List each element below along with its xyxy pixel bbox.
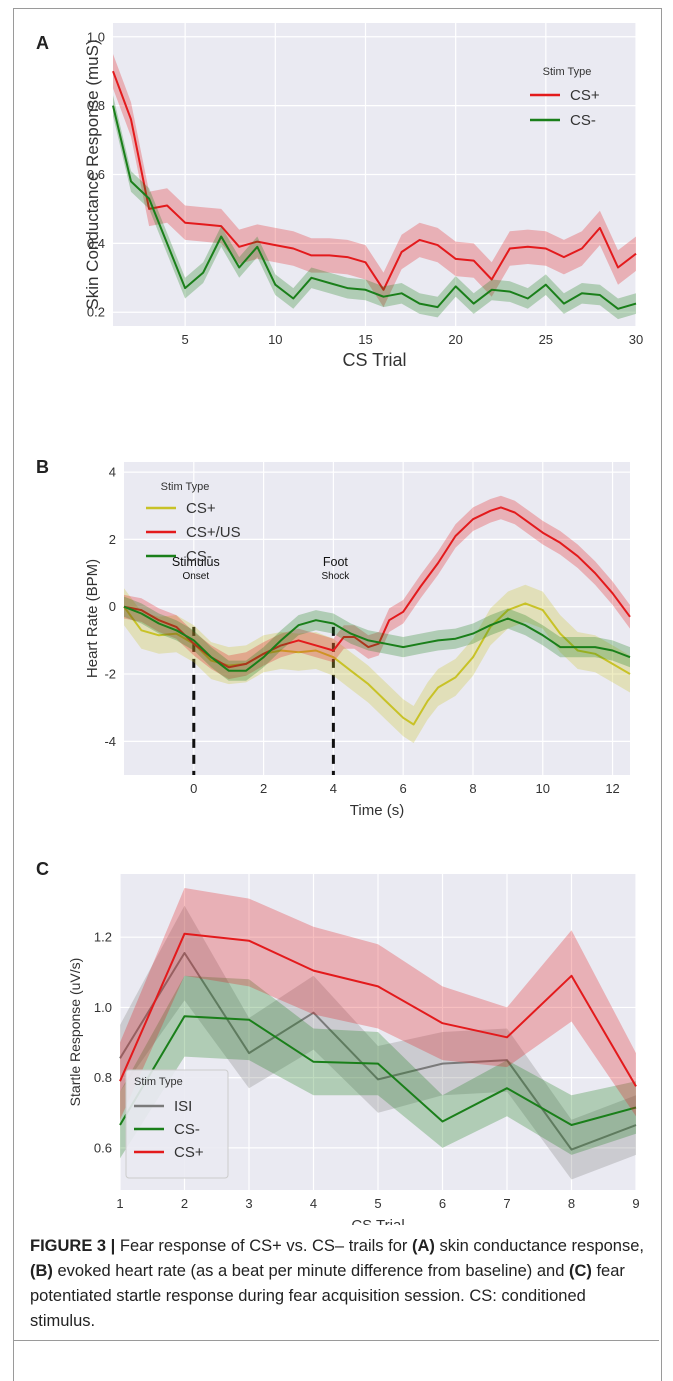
legend-label-csplus: CS+ bbox=[186, 500, 216, 517]
y-tick-label: 0.8 bbox=[87, 98, 105, 113]
series-line-csplus bbox=[119, 932, 637, 1087]
x-tick-label: 25 bbox=[539, 332, 553, 347]
figure-frame bbox=[13, 8, 662, 1381]
series-line-csminus bbox=[119, 1015, 637, 1126]
caption-text-1: Fear response of CS+ vs. CS– trails for bbox=[115, 1237, 412, 1255]
ci-band-csplus bbox=[113, 54, 636, 308]
y-axis-label: Skin Conductance Response (muS) bbox=[83, 39, 102, 309]
x-tick-label: 30 bbox=[629, 332, 643, 347]
caption-text-4: fear potentiated startle response during… bbox=[30, 1262, 625, 1330]
y-tick-label: -4 bbox=[104, 734, 116, 749]
caption-text-2: skin conductance response, bbox=[434, 1237, 644, 1255]
event-label: Stimulus bbox=[172, 555, 220, 569]
y-tick-label: 0.6 bbox=[87, 167, 105, 182]
y-tick-label: 1.0 bbox=[87, 29, 105, 44]
plot-background bbox=[124, 462, 630, 775]
chart-c: 1 2 3 4 5 6 7 8 9 0.6 0.8 1.0 1.2 CS Trial Startle Res… bbox=[67, 874, 640, 1225]
series-line-isi bbox=[119, 952, 637, 1151]
y-axis-label: Startle Response (uV/s) bbox=[67, 958, 83, 1107]
x-tick-label: 5 bbox=[374, 1196, 381, 1211]
y-tick-label: 1.0 bbox=[94, 1000, 112, 1015]
x-tick-label: 3 bbox=[245, 1196, 252, 1211]
y-tick-label: 0.6 bbox=[94, 1140, 112, 1155]
x-tick-label: 6 bbox=[439, 1196, 446, 1211]
x-tick-label: 8 bbox=[469, 781, 476, 796]
ci-band-csplus bbox=[120, 888, 636, 1120]
x-tick-label: 5 bbox=[182, 332, 189, 347]
legend-label-csminus: CS- bbox=[186, 548, 212, 565]
panel-c-letter: C bbox=[36, 859, 49, 879]
panel-a-letter: A bbox=[36, 33, 49, 53]
event-label: Shock bbox=[321, 571, 350, 582]
x-tick-label: 2 bbox=[181, 1196, 188, 1211]
x-tick-label: 9 bbox=[632, 1196, 639, 1211]
y-tick-label: 0 bbox=[109, 599, 116, 614]
legend-label-csplus-us: CS+/US bbox=[186, 524, 241, 541]
x-tick-label: 10 bbox=[268, 332, 282, 347]
chart-a: 5 10 15 20 25 30 0.2 0.4 0.6 0.8 1.0 CS Trial Skin C… bbox=[83, 23, 643, 370]
legend-label-isi: ISI bbox=[174, 1098, 192, 1115]
x-axis-label: CS Trial bbox=[342, 350, 406, 370]
x-axis-label: CS Trial bbox=[351, 1217, 404, 1225]
legend-title: Stim Type bbox=[134, 1076, 183, 1088]
ci-band-csminus bbox=[124, 596, 630, 681]
x-tick-label: 15 bbox=[358, 332, 372, 347]
figure-bottom-rule bbox=[14, 1340, 659, 1341]
legend-label-csplus: CS+ bbox=[570, 87, 600, 104]
y-tick-label: 0.8 bbox=[94, 1070, 112, 1085]
x-tick-label: 6 bbox=[400, 781, 407, 796]
x-tick-label: 7 bbox=[503, 1196, 510, 1211]
event-label: Foot bbox=[323, 555, 349, 569]
y-tick-label: 0.4 bbox=[87, 236, 105, 251]
x-axis-label: Time (s) bbox=[350, 802, 404, 819]
x-tick-label: 2 bbox=[260, 781, 267, 796]
ci-band-isi bbox=[120, 905, 636, 1180]
y-tick-label: -2 bbox=[104, 667, 116, 682]
figure-caption: FIGURE 3 | Fear response of CS+ vs. CS– … bbox=[30, 1234, 645, 1334]
y-tick-label: 0.2 bbox=[87, 305, 105, 320]
ci-band-csminus bbox=[120, 975, 636, 1159]
x-tick-label: 10 bbox=[536, 781, 550, 796]
caption-label: FIGURE 3 | bbox=[30, 1237, 116, 1255]
legend-title: Stim Type bbox=[543, 66, 592, 78]
caption-text-3: evoked heart rate (as a beat per minute … bbox=[52, 1262, 569, 1280]
y-tick-label: 2 bbox=[109, 532, 116, 547]
x-tick-label: 12 bbox=[605, 781, 619, 796]
legend-label-csminus: CS- bbox=[174, 1121, 200, 1138]
legend-title: Stim Type bbox=[161, 481, 210, 493]
y-tick-label: 4 bbox=[109, 465, 116, 480]
legend-label-csplus: CS+ bbox=[174, 1144, 204, 1161]
event-label: Onset bbox=[182, 571, 209, 582]
x-tick-label: 1 bbox=[116, 1196, 123, 1211]
panel-b-letter: B bbox=[36, 457, 49, 477]
x-tick-label: 0 bbox=[190, 781, 197, 796]
x-tick-label: 20 bbox=[448, 332, 462, 347]
series-line-csplus bbox=[123, 602, 631, 726]
series-line-csminus bbox=[112, 105, 637, 310]
caption-ref-c: (C) bbox=[568, 1262, 592, 1280]
y-axis-label: Heart Rate (BPM) bbox=[84, 559, 101, 678]
series-line-csplus bbox=[112, 70, 637, 291]
y-tick-label: 1.2 bbox=[94, 930, 112, 945]
caption-ref-b: (B) bbox=[30, 1262, 53, 1280]
x-tick-label: 4 bbox=[330, 781, 337, 796]
chart-b: 0 2 4 6 8 10 12 -4 -2 0 2 4 Time (s) Heart Rate (BPM)… bbox=[84, 462, 631, 819]
x-tick-label: 8 bbox=[568, 1196, 575, 1211]
legend-label-csminus: CS- bbox=[570, 112, 596, 129]
caption-ref-a: (A) bbox=[411, 1237, 435, 1255]
x-tick-label: 4 bbox=[310, 1196, 317, 1211]
series-line-csminus bbox=[123, 605, 631, 672]
ci-band-csplus bbox=[124, 584, 630, 743]
